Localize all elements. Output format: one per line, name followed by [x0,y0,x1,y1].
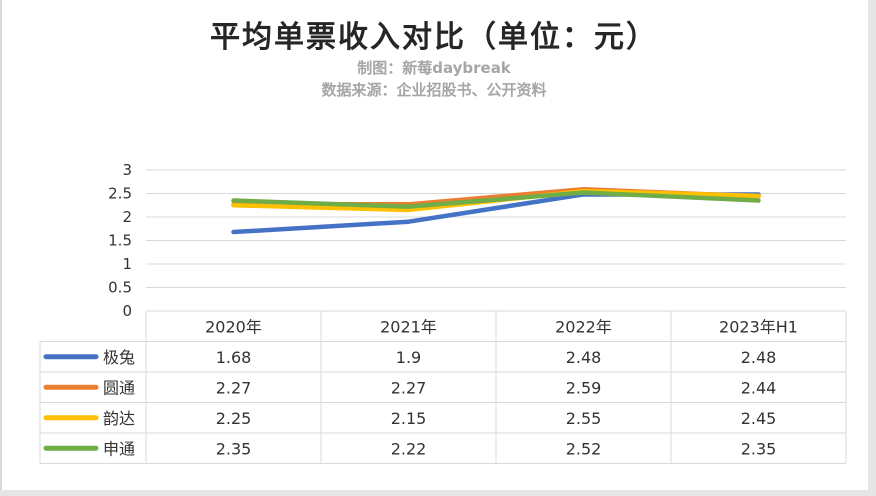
legend-label-3: 韵达 [103,409,135,428]
table-value: 2.25 [216,409,252,428]
table-value: 2.59 [566,378,602,397]
y-tick-label: 0.5 [108,279,132,297]
frame-left-edge [0,0,2,496]
y-tick-label: 3 [122,161,132,179]
legend-label-1: 极兔 [103,348,135,367]
legend-label-4: 申通 [103,439,135,458]
table-value: 2.55 [566,409,602,428]
y-tick-label: 1 [122,255,132,273]
chart-credit: 制图：新莓daybreak [357,59,511,77]
category-label: 2022年 [555,317,612,336]
y-tick-label: 1.5 [108,232,132,250]
series-line-4 [231,190,761,209]
table-value: 2.48 [566,348,602,367]
category-label: 2021年 [380,317,437,336]
chart-title: 平均单票收入对比（单位：元） [210,20,658,55]
table-value: 2.35 [216,439,252,458]
table-value: 1.68 [216,348,252,367]
table-value: 2.45 [741,409,777,428]
table-value: 2.27 [216,378,252,397]
y-tick-label: 0 [122,302,132,320]
legend-label-2: 圆通 [103,378,135,397]
table-value: 2.27 [391,378,427,397]
table-value: 2.35 [741,439,777,458]
category-label: 2020年 [205,317,262,336]
y-tick-label: 2.5 [108,185,132,203]
frame-right-edge [868,0,876,496]
table-value: 1.9 [396,348,421,367]
line-chart: 0 0.5 1 1.5 2 2.5 3 2020年 2021年 2022年 2023年H1 极兔 1.6… [39,161,847,464]
frame-bottom-edge [0,490,876,496]
table-value: 2.44 [741,378,777,397]
table-value: 2.52 [566,439,602,458]
table-value: 2.48 [741,348,777,367]
chart-source: 数据来源：企业招股书、公开资料 [321,81,547,99]
y-tick-label: 2 [122,208,132,226]
table-value: 2.22 [391,439,427,458]
category-label: 2023年H1 [719,317,798,336]
table-value: 2.15 [391,409,427,428]
